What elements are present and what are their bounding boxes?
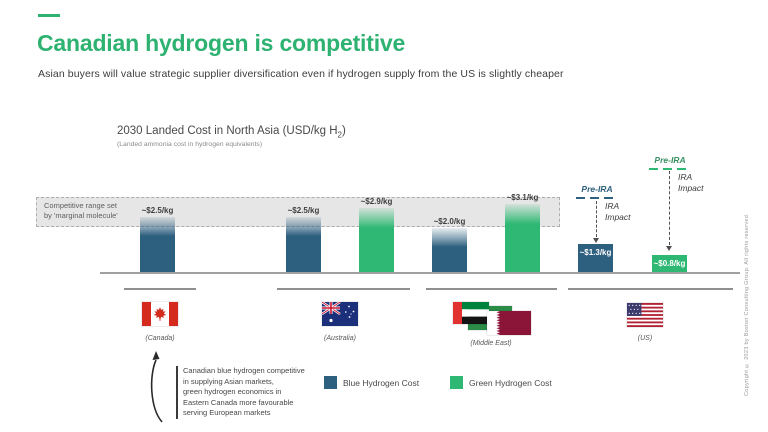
callout-text: Canadian blue hydrogen competitive in su… <box>176 366 305 419</box>
chart-title: 2030 Landed Cost in North Asia (USD/kg H… <box>117 125 346 139</box>
legend-label-blue: Blue Hydrogen Cost <box>343 377 420 388</box>
bar-us-blue: ~$1.3/kg <box>578 244 613 273</box>
pre-ira-label-green: Pre-IRA <box>654 155 686 165</box>
chart-baseline <box>100 272 740 274</box>
uae-flag-icon <box>453 302 489 324</box>
ira-impact-line1: IRA <box>678 172 693 182</box>
pre-ira-label-blue: Pre-IRA <box>581 184 613 194</box>
bar-australia-green <box>359 208 394 273</box>
australia-flag-icon <box>322 302 358 326</box>
group-line-middle-east <box>426 288 557 290</box>
ira-impact-line2: Impact <box>678 182 704 193</box>
group-label-australia: (Australia) <box>324 335 356 342</box>
page-subtitle: Asian buyers will value strategic suppli… <box>38 68 564 80</box>
bar-australia-blue <box>286 217 321 273</box>
chart-note: (Landed ammonia cost in hydrogen equival… <box>117 141 263 148</box>
qatar-flag-icon <box>487 311 531 335</box>
us-flag-icon <box>627 303 663 327</box>
group-label-canada: (Canada) <box>145 335 175 342</box>
ira-impact-line1: IRA <box>605 201 620 211</box>
accent-dash <box>38 14 60 17</box>
pre-ira-dash-green <box>649 168 691 170</box>
group-label-us: (US) <box>637 335 653 342</box>
page-title: Canadian hydrogen is competitive <box>37 30 406 56</box>
callout-line: Canadian blue hydrogen competitive <box>183 366 305 375</box>
legend-swatch-green <box>450 376 463 389</box>
callout-line: green hydrogen economics in <box>183 387 282 397</box>
ira-impact-line2: Impact <box>605 211 631 222</box>
bar-value-label: ~$3.1/kg <box>506 193 539 202</box>
ira-impact-text-green: IRA Impact <box>678 172 704 193</box>
group-line-us <box>568 288 733 290</box>
bar-canada-blue <box>140 217 175 273</box>
group-line-canada <box>124 288 196 290</box>
bar-value-label: ~$2.0/kg <box>433 217 466 226</box>
chart-title-text: 2030 Landed Cost in North Asia (USD/kg H <box>117 125 338 137</box>
legend-swatch-blue <box>324 376 337 389</box>
copyright-text: Copyright © 2023 by Boston Consulting Gr… <box>744 213 750 397</box>
ira-impact-arrow-blue <box>596 201 597 237</box>
bar-us-green: ~$0.8/kg <box>652 255 687 273</box>
bar-value-label: ~$0.8/kg <box>653 259 686 268</box>
chart-title-subscript: 2 <box>337 130 342 140</box>
canada-flag-icon <box>142 302 178 326</box>
callout-line: in supplying Asian markets, <box>183 376 274 386</box>
callout-line: serving European markets <box>183 408 271 418</box>
competitive-range-label-line1: Competitive range set <box>44 201 117 210</box>
bar-value-label: ~$1.3/kg <box>579 248 612 257</box>
legend-label-green: Green Hydrogen Cost <box>469 377 552 388</box>
ira-impact-arrow-green <box>669 171 670 245</box>
competitive-range-label: Competitive range set by 'marginal molec… <box>44 201 118 221</box>
legend-item-green: Green Hydrogen Cost <box>450 376 552 389</box>
ira-impact-arrowhead-blue <box>593 238 599 243</box>
pre-ira-dash-blue <box>576 197 618 199</box>
bar-value-label: ~$2.5/kg <box>141 206 174 215</box>
bar-value-label: ~$2.5/kg <box>287 206 320 215</box>
ira-impact-text-blue: IRA Impact <box>605 201 631 222</box>
group-line-australia <box>277 288 410 290</box>
group-label-middle-east: (Middle East) <box>470 340 512 347</box>
competitive-range-label-line2: by 'marginal molecule' <box>44 211 118 220</box>
bar-middleeast-green <box>505 204 540 273</box>
chart-title-close: ) <box>342 125 346 137</box>
callout-curved-arrow <box>146 350 168 429</box>
bar-middleeast-blue <box>432 228 467 273</box>
legend-item-blue: Blue Hydrogen Cost <box>324 376 419 389</box>
bar-value-label: ~$2.9/kg <box>360 197 393 206</box>
ira-impact-arrowhead-green <box>666 246 672 251</box>
callout-line: Eastern Canada more favourable <box>183 397 294 407</box>
